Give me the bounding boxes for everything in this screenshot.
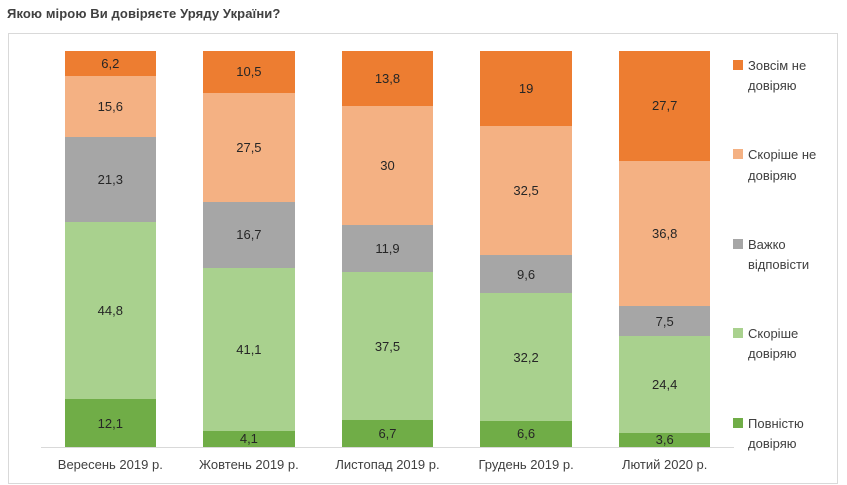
data-label: 27,5 bbox=[236, 139, 262, 155]
stacked-bar: 10,5 27,5 16,7 41,1 4,1 bbox=[203, 51, 295, 447]
legend-item: Зовсім не довіряю bbox=[733, 56, 835, 96]
bar-column: 19 32,5 9,6 32,2 6,6 bbox=[457, 51, 596, 447]
data-label: 32,2 bbox=[513, 349, 539, 365]
data-label: 6,2 bbox=[101, 55, 120, 71]
legend-marker-icon bbox=[733, 60, 743, 70]
data-label: 27,7 bbox=[652, 98, 678, 114]
data-label: 10,5 bbox=[236, 64, 262, 80]
x-axis-label: Листопад 2019 р. bbox=[335, 457, 440, 472]
bar-segment: 4,1 bbox=[203, 430, 295, 447]
bar-segment: 16,7 bbox=[203, 201, 295, 268]
data-label: 30 bbox=[380, 157, 395, 173]
x-axis-label: Грудень 2019 р. bbox=[478, 457, 574, 472]
x-axis-label: Жовтень 2019 р. bbox=[199, 457, 299, 472]
legend-marker-icon bbox=[733, 328, 743, 339]
bar-segment: 32,2 bbox=[480, 293, 572, 421]
legend-marker-icon bbox=[733, 238, 743, 249]
bar-segment: 30 bbox=[341, 105, 434, 225]
data-label: 11,9 bbox=[375, 240, 400, 256]
legend-label: Повністю довіряю bbox=[748, 415, 804, 451]
stacked-bar: 27,7 36,8 7,5 24,4 3,6 bbox=[618, 51, 711, 448]
bar-segment: 13,8 bbox=[341, 51, 434, 106]
chart-title: Якою мірою Ви довіряєте Уряду України? bbox=[7, 6, 281, 21]
bar-segment: 10,5 bbox=[203, 51, 295, 93]
data-label: 9,6 bbox=[517, 266, 536, 282]
bar-segment: 44,8 bbox=[64, 221, 157, 400]
legend-label: Важко відповісти bbox=[748, 236, 810, 272]
data-label: 41,1 bbox=[236, 341, 262, 357]
data-label: 4,1 bbox=[239, 431, 258, 447]
legend-marker-icon bbox=[733, 417, 743, 428]
bar-segment: 15,6 bbox=[64, 75, 157, 138]
bar-segment: 19 bbox=[480, 51, 572, 127]
bar-segment: 37,5 bbox=[341, 271, 434, 421]
legend-label: Зовсім не довіряю bbox=[748, 58, 807, 94]
data-label: 36,8 bbox=[652, 226, 678, 242]
bar-segment: 6,7 bbox=[341, 420, 434, 447]
chart-frame: 6,2 15,6 21,3 44,8 12,1 10,5 27,5 16,7 41,1 4,1 13… bbox=[8, 33, 838, 484]
data-label: 32,5 bbox=[513, 183, 539, 199]
stacked-bar: 6,2 15,6 21,3 44,8 12,1 bbox=[64, 51, 157, 447]
bar-segment: 41,1 bbox=[203, 267, 295, 431]
bar-segment: 21,3 bbox=[64, 137, 157, 222]
chart-legend: Зовсім не довіряю Скоріше не довіряю Важко… bbox=[733, 56, 835, 454]
bar-column: 27,7 36,8 7,5 24,4 3,6 bbox=[595, 51, 734, 447]
data-label: 21,3 bbox=[97, 171, 123, 187]
legend-label: Скоріше не довіряю bbox=[748, 147, 817, 183]
data-label: 12,1 bbox=[97, 415, 123, 431]
bar-column: 13,8 30 11,9 37,5 6,7 bbox=[318, 51, 457, 447]
data-label: 19 bbox=[518, 81, 534, 97]
data-label: 44,8 bbox=[97, 302, 123, 318]
legend-item: Скоріше довіряю bbox=[733, 324, 835, 364]
bar-segment: 27,7 bbox=[618, 51, 711, 161]
x-axis-labels: Вересень 2019 р. Жовтень 2019 р. Листопад … bbox=[41, 457, 734, 472]
bar-segment: 6,6 bbox=[480, 420, 572, 447]
data-label: 13,8 bbox=[374, 70, 401, 86]
bar-segment: 12,1 bbox=[64, 399, 157, 447]
legend-item: Важко відповісти bbox=[733, 235, 835, 275]
stacked-bar: 13,8 30 11,9 37,5 6,7 bbox=[341, 51, 434, 447]
x-axis-label: Лютий 2020 р. bbox=[621, 457, 708, 472]
legend-label: Скоріше довіряю bbox=[748, 326, 799, 362]
x-axis-label: Вересень 2019 р. bbox=[57, 457, 163, 472]
bar-column: 10,5 27,5 16,7 41,1 4,1 bbox=[180, 51, 319, 447]
bars-container: 6,2 15,6 21,3 44,8 12,1 10,5 27,5 16,7 41,1 4,1 13… bbox=[41, 51, 734, 448]
bar-segment: 32,5 bbox=[480, 126, 572, 256]
bar-segment: 6,2 bbox=[64, 51, 157, 76]
data-label: 3,6 bbox=[655, 432, 674, 448]
bar-segment: 11,9 bbox=[341, 224, 434, 272]
bar-segment: 7,5 bbox=[618, 306, 711, 337]
data-label: 24,4 bbox=[652, 376, 678, 392]
legend-item: Скоріше не довіряю bbox=[733, 145, 835, 185]
bar-segment: 27,5 bbox=[203, 92, 295, 202]
bar-segment: 24,4 bbox=[618, 336, 711, 433]
data-label: 6,7 bbox=[378, 426, 397, 442]
data-label: 6,6 bbox=[517, 426, 536, 442]
stacked-bar: 19 32,5 9,6 32,2 6,6 bbox=[480, 51, 572, 447]
legend-marker-icon bbox=[733, 149, 743, 160]
data-label: 15,6 bbox=[97, 98, 123, 114]
data-label: 16,7 bbox=[236, 227, 262, 243]
bar-column: 6,2 15,6 21,3 44,8 12,1 bbox=[41, 51, 180, 447]
data-label: 37,5 bbox=[374, 338, 401, 354]
bar-segment: 3,6 bbox=[618, 432, 711, 448]
data-label: 7,5 bbox=[655, 313, 674, 329]
plot-area: 6,2 15,6 21,3 44,8 12,1 10,5 27,5 16,7 41,1 4,1 13… bbox=[41, 51, 734, 472]
bar-segment: 36,8 bbox=[618, 160, 711, 307]
legend-item: Повністю довіряю bbox=[733, 414, 835, 454]
bar-segment: 9,6 bbox=[480, 255, 572, 294]
